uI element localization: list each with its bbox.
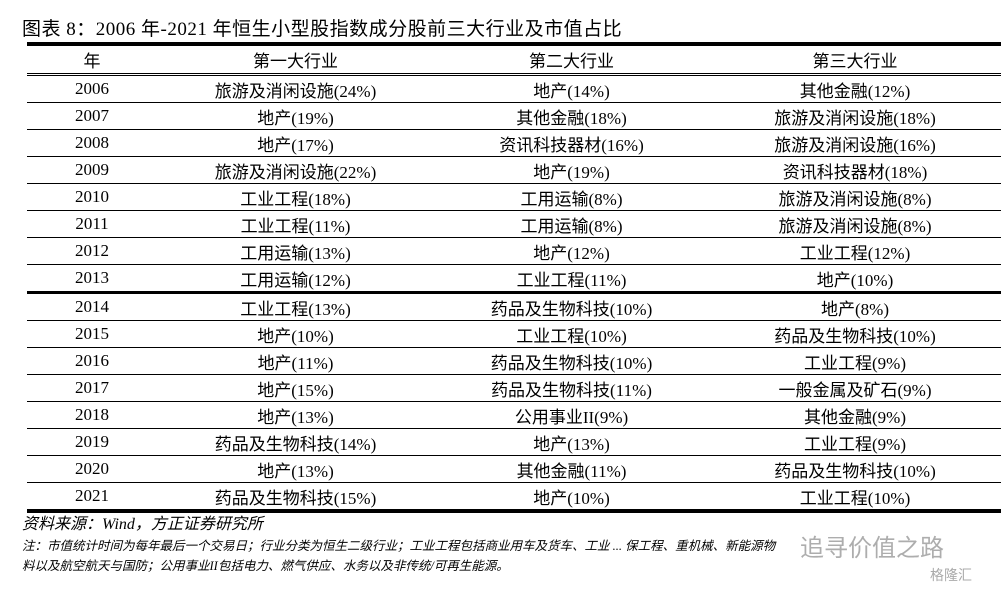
third-industry-cell: 旅游及消闲设施(8%) [709, 210, 1001, 238]
source-text: 资料来源：Wind，方正证券研究所 [22, 516, 263, 533]
first-industry-cell: 工用运输(12%) [157, 264, 434, 294]
first-industry-cell: 药品及生物科技(15%) [157, 482, 434, 513]
third-industry-cell: 药品及生物科技(10%) [709, 320, 1001, 348]
second-industry-cell: 药品及生物科技(10%) [434, 292, 709, 321]
table-row: 2012 工用运输(13%) 地产(12%) 工业工程(12%) [27, 237, 1001, 265]
second-industry-cell: 工用运输(8%) [434, 210, 709, 238]
year-cell: 2015 [27, 320, 157, 348]
second-industry-cell: 地产(10%) [434, 482, 709, 513]
year-cell: 2010 [27, 183, 157, 211]
table-row: 2013 工用运输(12%) 工业工程(11%) 地产(10%) [27, 264, 1001, 294]
year-cell: 2007 [27, 102, 157, 130]
third-industry-cell: 旅游及消闲设施(8%) [709, 183, 1001, 211]
year-cell: 2014 [27, 292, 157, 321]
second-industry-cell: 地产(12%) [434, 237, 709, 265]
table-row: 2006 旅游及消闲设施(24%) 地产(14%) 其他金融(12%) [27, 74, 1001, 103]
third-industry-cell: 工业工程(9%) [709, 428, 1001, 456]
year-cell: 2012 [27, 237, 157, 265]
second-industry-cell: 公用事业II(9%) [434, 401, 709, 429]
year-cell: 2016 [27, 347, 157, 375]
first-industry-cell: 地产(13%) [157, 455, 434, 483]
third-industry-cell: 工业工程(12%) [709, 237, 1001, 265]
table-row: 2017 地产(15%) 药品及生物科技(11%) 一般金属及矿石(9%) [27, 374, 1001, 402]
third-industry-cell: 工业工程(9%) [709, 347, 1001, 375]
year-cell: 2017 [27, 374, 157, 402]
year-cell: 2011 [27, 210, 157, 238]
second-industry-cell: 地产(14%) [434, 74, 709, 103]
watermark-logo: 格隆汇 [930, 568, 972, 584]
table-row: 2008 地产(17%) 资讯科技器材(16%) 旅游及消闲设施(16%) [27, 129, 1001, 157]
first-industry-cell: 地产(17%) [157, 129, 434, 157]
first-industry-cell: 地产(11%) [157, 347, 434, 375]
first-industry-cell: 工业工程(11%) [157, 210, 434, 238]
second-industry-cell: 工业工程(11%) [434, 264, 709, 294]
header-second: 第二大行业 [434, 42, 709, 76]
header-first: 第一大行业 [157, 42, 434, 76]
second-industry-cell: 地产(19%) [434, 156, 709, 184]
table-row: 2010 工业工程(18%) 工用运输(8%) 旅游及消闲设施(8%) [27, 183, 1001, 211]
third-industry-cell: 资讯科技器材(18%) [709, 156, 1001, 184]
third-industry-cell: 其他金融(9%) [709, 401, 1001, 429]
table-row: 2011 工业工程(11%) 工用运输(8%) 旅游及消闲设施(8%) [27, 210, 1001, 238]
table-row: 2020 地产(13%) 其他金融(11%) 药品及生物科技(10%) [27, 455, 1001, 483]
year-cell: 2006 [27, 74, 157, 103]
table-row: 2015 地产(10%) 工业工程(10%) 药品及生物科技(10%) [27, 320, 1001, 348]
first-industry-cell: 工用运输(13%) [157, 237, 434, 265]
first-industry-cell: 药品及生物科技(14%) [157, 428, 434, 456]
year-cell: 2020 [27, 455, 157, 483]
year-cell: 2008 [27, 129, 157, 157]
year-cell: 2018 [27, 401, 157, 429]
second-industry-cell: 工用运输(8%) [434, 183, 709, 211]
first-industry-cell: 旅游及消闲设施(24%) [157, 74, 434, 103]
second-industry-cell: 药品及生物科技(10%) [434, 347, 709, 375]
first-industry-cell: 地产(13%) [157, 401, 434, 429]
year-cell: 2019 [27, 428, 157, 456]
third-industry-cell: 旅游及消闲设施(16%) [709, 129, 1001, 157]
first-industry-cell: 旅游及消闲设施(22%) [157, 156, 434, 184]
third-industry-cell: 地产(8%) [709, 292, 1001, 321]
industry-table: 年 第一大行业 第二大行业 第三大行业 2006 旅游及消闲设施(24%) 地产(1… [27, 42, 1001, 513]
first-industry-cell: 地产(19%) [157, 102, 434, 130]
note-text: 注：市值统计时间为每年最后一个交易日；行业分类为恒生二级行业；工业工程包括商业用… [22, 539, 776, 573]
third-industry-cell: 一般金属及矿石(9%) [709, 374, 1001, 402]
second-industry-cell: 其他金融(18%) [434, 102, 709, 130]
table-row: 2009 旅游及消闲设施(22%) 地产(19%) 资讯科技器材(18%) [27, 156, 1001, 184]
third-industry-cell: 药品及生物科技(10%) [709, 455, 1001, 483]
watermark: 追寻价值之路 [800, 534, 944, 562]
first-industry-cell: 地产(10%) [157, 320, 434, 348]
year-cell: 2021 [27, 482, 157, 513]
year-cell: 2009 [27, 156, 157, 184]
second-industry-cell: 其他金融(11%) [434, 455, 709, 483]
table-row: 2016 地产(11%) 药品及生物科技(10%) 工业工程(9%) [27, 347, 1001, 375]
header-third: 第三大行业 [709, 42, 1001, 76]
second-industry-cell: 工业工程(10%) [434, 320, 709, 348]
third-industry-cell: 地产(10%) [709, 264, 1001, 294]
year-cell: 2013 [27, 264, 157, 294]
table-row: 2019 药品及生物科技(14%) 地产(13%) 工业工程(9%) [27, 428, 1001, 456]
table-row: 2018 地产(13%) 公用事业II(9%) 其他金融(9%) [27, 401, 1001, 429]
header-row: 年 第一大行业 第二大行业 第三大行业 [27, 42, 1001, 76]
table-row: 2007 地产(19%) 其他金融(18%) 旅游及消闲设施(18%) [27, 102, 1001, 130]
third-industry-cell: 旅游及消闲设施(18%) [709, 102, 1001, 130]
third-industry-cell: 工业工程(10%) [709, 482, 1001, 513]
second-industry-cell: 资讯科技器材(16%) [434, 129, 709, 157]
third-industry-cell: 其他金融(12%) [709, 74, 1001, 103]
second-industry-cell: 地产(13%) [434, 428, 709, 456]
first-industry-cell: 工业工程(18%) [157, 183, 434, 211]
figure-title: 图表 8：2006 年-2021 年恒生小型股指数成分股前三大行业及市值占比 [22, 19, 623, 40]
table-row: 2014 工业工程(13%) 药品及生物科技(10%) 地产(8%) [27, 292, 1001, 321]
table-row: 2021 药品及生物科技(15%) 地产(10%) 工业工程(10%) [27, 482, 1001, 513]
second-industry-cell: 药品及生物科技(11%) [434, 374, 709, 402]
first-industry-cell: 地产(15%) [157, 374, 434, 402]
header-year: 年 [27, 42, 157, 76]
first-industry-cell: 工业工程(13%) [157, 292, 434, 321]
